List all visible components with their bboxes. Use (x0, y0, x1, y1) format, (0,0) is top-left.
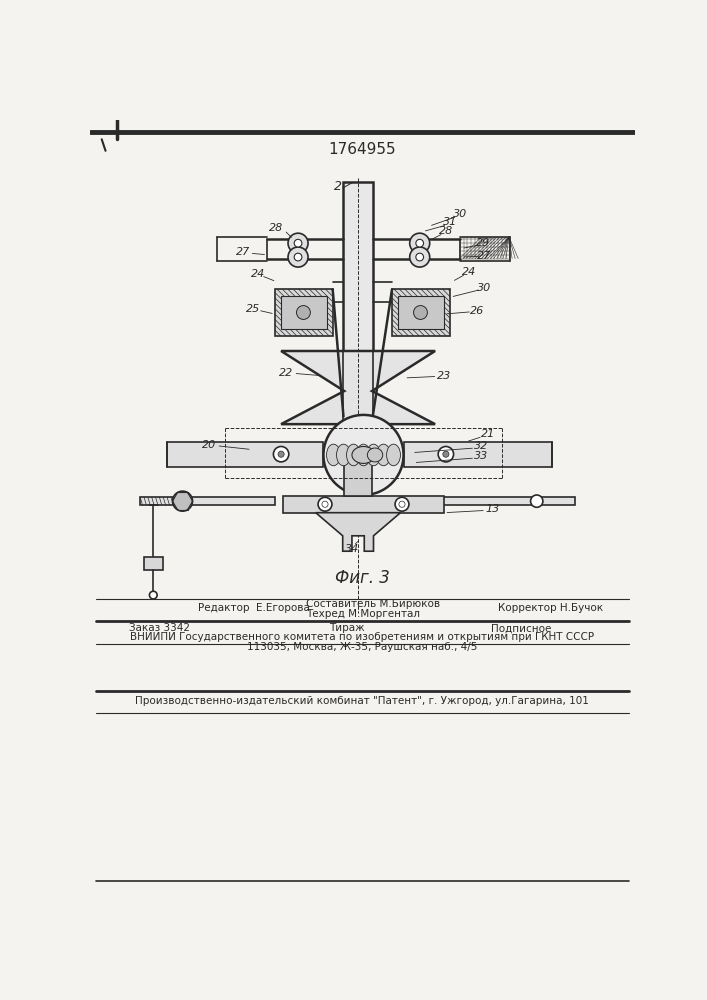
Ellipse shape (368, 448, 382, 462)
Text: ВНИИПИ Государственного комитета по изобретениям и открытиям при ГКНТ СССР: ВНИИПИ Государственного комитета по изоб… (130, 632, 594, 642)
Text: 29: 29 (476, 238, 490, 248)
Text: Производственно-издательский комбинат "Патент", г. Ужгород, ул.Гагарина, 101: Производственно-издательский комбинат "П… (135, 696, 589, 706)
Circle shape (296, 306, 310, 319)
Ellipse shape (346, 444, 361, 466)
Text: 30: 30 (452, 209, 467, 219)
Bar (275, 289, 333, 336)
Text: 1764955: 1764955 (328, 142, 396, 157)
Circle shape (173, 491, 192, 511)
Text: Подписное: Подписное (491, 623, 551, 633)
Text: Заказ 3342: Заказ 3342 (129, 623, 189, 633)
Circle shape (288, 233, 308, 253)
Circle shape (416, 253, 423, 261)
Ellipse shape (366, 444, 380, 466)
Circle shape (294, 239, 302, 247)
Polygon shape (281, 351, 435, 424)
Circle shape (443, 451, 449, 457)
Text: Фиг. 3: Фиг. 3 (334, 569, 390, 587)
Text: Редактор  Е.Егорова: Редактор Е.Егорова (198, 603, 310, 613)
Polygon shape (316, 513, 400, 551)
Text: Техред М.Моргентал: Техред М.Моргентал (305, 609, 420, 619)
Text: 28: 28 (269, 223, 284, 233)
Text: 31: 31 (443, 217, 457, 227)
Circle shape (278, 451, 284, 457)
Text: 2: 2 (334, 180, 342, 193)
Bar (144, 557, 163, 570)
Ellipse shape (327, 444, 340, 466)
Text: 24: 24 (462, 267, 476, 277)
Text: 30: 30 (477, 283, 491, 293)
Text: 113035, Москва, Ж-35, Раушская наб., 4/5: 113035, Москва, Ж-35, Раушская наб., 4/5 (247, 642, 477, 652)
Circle shape (409, 233, 430, 253)
Text: 34: 34 (345, 544, 359, 554)
Text: Корректор Н.Бучок: Корректор Н.Бучок (498, 603, 603, 613)
Ellipse shape (377, 444, 390, 466)
Bar (344, 461, 372, 496)
Circle shape (322, 501, 328, 507)
Text: Составитель М.Бирюков: Составитель М.Бирюков (305, 599, 440, 609)
Circle shape (399, 501, 405, 507)
Bar (421, 497, 575, 505)
Bar (167, 442, 324, 466)
Bar (392, 289, 450, 336)
Text: 13: 13 (485, 504, 499, 514)
Text: 20: 20 (202, 440, 216, 450)
Circle shape (288, 247, 308, 267)
Bar (140, 497, 275, 505)
Bar (344, 351, 373, 424)
Circle shape (294, 253, 302, 261)
Text: 27: 27 (235, 247, 250, 257)
Text: 33: 33 (474, 451, 489, 461)
Circle shape (416, 239, 423, 247)
Circle shape (395, 497, 409, 511)
Circle shape (438, 446, 454, 462)
Ellipse shape (356, 444, 370, 466)
Text: 32: 32 (474, 441, 489, 451)
Bar (281, 296, 327, 329)
Circle shape (324, 415, 404, 495)
Bar (404, 442, 552, 466)
Circle shape (530, 495, 543, 507)
Bar (283, 496, 444, 513)
Ellipse shape (387, 444, 400, 466)
Text: 21: 21 (481, 429, 496, 439)
Bar (344, 182, 373, 416)
Text: 27: 27 (477, 251, 491, 261)
Ellipse shape (352, 446, 375, 463)
Text: 24: 24 (251, 269, 265, 279)
Text: 28: 28 (439, 226, 453, 236)
Circle shape (414, 306, 428, 319)
Circle shape (318, 497, 332, 511)
Text: Тираж: Тираж (329, 623, 365, 633)
Text: 22: 22 (279, 368, 293, 378)
Circle shape (409, 247, 430, 267)
Circle shape (149, 591, 157, 599)
Ellipse shape (337, 444, 351, 466)
Circle shape (274, 446, 288, 462)
Text: 23: 23 (437, 371, 452, 381)
Text: 26: 26 (469, 306, 484, 316)
Text: 25: 25 (246, 304, 260, 314)
Bar (398, 296, 443, 329)
